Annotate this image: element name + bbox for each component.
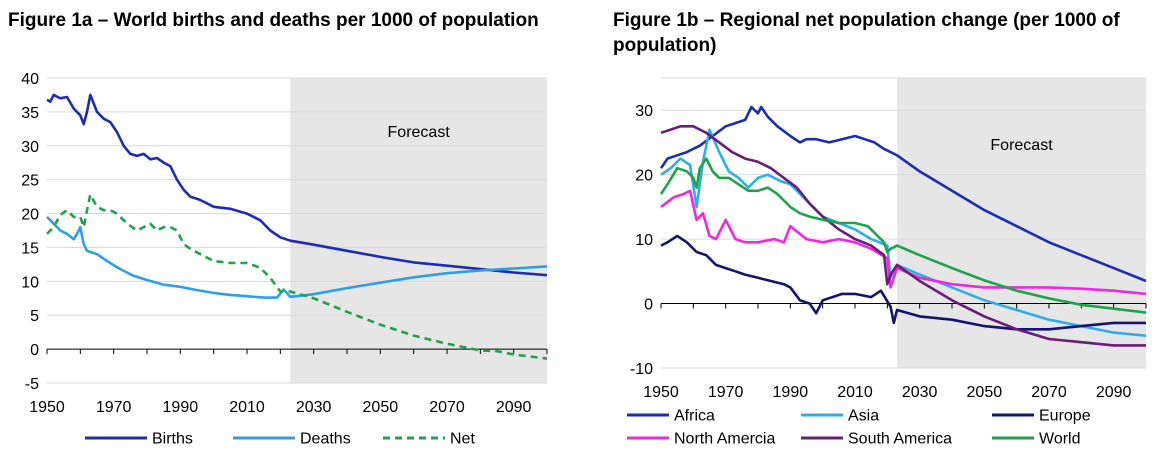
y-tick-label: 30 [635,103,653,120]
x-tick-label: 2090 [1096,384,1132,401]
y-tick-label: 25 [21,173,39,190]
series-line-africa [659,105,1147,283]
x-tick-label: 1950 [643,384,679,401]
series-line-europe [660,234,1146,331]
forecast-region [290,78,547,383]
chart-title: Figure 1b – Regional net population chan… [613,10,1120,56]
legend-label-africa: Africa [674,408,715,425]
y-tick-label: 20 [635,168,653,185]
legend-label-world: World [1039,431,1081,448]
legend-label-south-america: South America [848,431,952,448]
series-line-south-america [660,125,1146,347]
y-tick-label: -5 [25,376,39,393]
y-tick-label: -10 [630,361,653,378]
x-tick-label: 1990 [773,384,809,401]
series-line-deaths [46,215,548,299]
series-line-net [46,193,548,360]
x-tick-label: 2030 [902,384,938,401]
y-tick-label: 15 [21,240,39,257]
y-tick-label: 10 [635,232,653,249]
series-line-births [46,93,548,277]
x-tick-label: 2010 [837,384,873,401]
x-tick-label: 2090 [496,399,532,416]
legend-label-asia: Asia [848,408,879,425]
figure-1a-panel: Figure 1a – World births and deaths per … [0,0,575,450]
x-tick-label: 2070 [429,399,465,416]
x-tick-label: 1970 [96,399,132,416]
x-tick-label: 1970 [708,384,744,401]
legend-label-births: Births [152,431,193,448]
forecast-region [897,78,1146,368]
y-tick-label: 0 [644,297,653,314]
figure-1a-chart: Forecast 40 35 30 25 20 15 10 5 0 -5 1950 1970 1990 20… [21,71,548,448]
y-tick-label: 30 [21,139,39,156]
chart-title: Figure 1a – World births and deaths per … [8,10,539,31]
x-tick-label: 2070 [1031,384,1067,401]
x-tick-label: 2050 [363,399,399,416]
y-tick-label: 5 [30,308,39,325]
y-tick-label: 35 [21,105,39,122]
y-tick-label: 0 [30,342,39,359]
forecast-label: Forecast [388,124,451,141]
x-tick-label: 2030 [296,399,332,416]
legend-label-north-amercia: North Amercia [674,431,775,448]
legend-label-net: Net [450,431,475,448]
series-line-north-amercia [660,189,1147,296]
x-tick-label: 1990 [163,399,199,416]
x-tick-label: 2050 [967,384,1003,401]
legend-label-deaths: Deaths [300,431,351,448]
x-tick-label: 2010 [229,399,265,416]
forecast-label: Forecast [990,137,1053,154]
x-tick-label: 1950 [29,399,65,416]
figure-1b-panel: Figure 1b – Regional net population chan… [605,0,1159,450]
y-tick-label: 10 [21,274,39,291]
y-tick-label: 40 [21,71,39,88]
y-tick-label: 20 [21,207,39,224]
series-line-world [659,157,1147,314]
legend-label-europe: Europe [1039,408,1091,425]
